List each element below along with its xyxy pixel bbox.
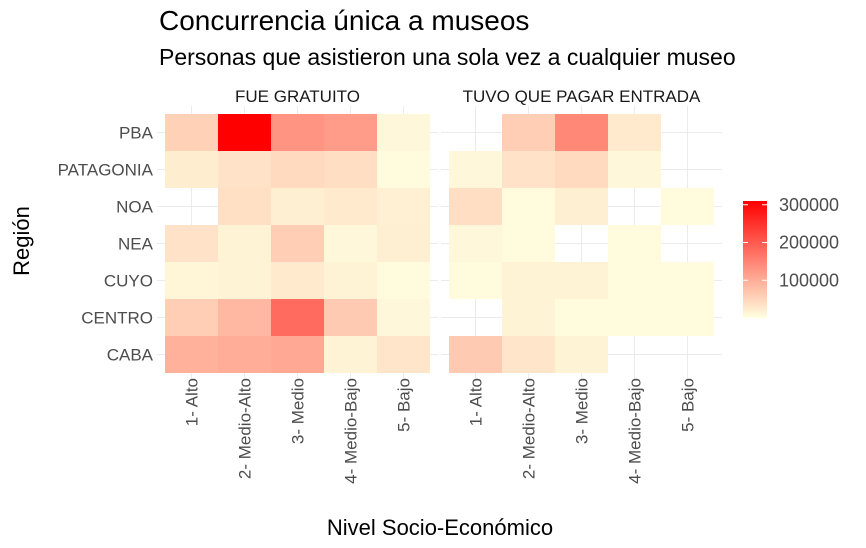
heatmap-cell: [324, 225, 377, 262]
y-tick-label: PBA: [119, 124, 154, 143]
heatmap-cell: [502, 114, 555, 151]
legend-tick-label: 200000: [779, 233, 839, 253]
heatmap-cell: [502, 262, 555, 299]
x-tick-label: 4- Medio-Bajo: [342, 378, 361, 484]
x-tick-label: 1- Alto: [467, 378, 486, 426]
heatmap-cell: [608, 114, 661, 151]
heatmap-cell: [324, 114, 377, 151]
heatmap-cell: [661, 299, 714, 336]
heatmap-cell: [661, 262, 714, 299]
y-tick-labels: PBA PATAGONIA NOA NEA CUYO CENTRO CABA: [58, 124, 154, 365]
heatmap-cell: [502, 336, 555, 373]
heatmap-cell: [324, 299, 377, 336]
y-tick-label: NEA: [118, 235, 154, 254]
heatmap-cell: [165, 336, 218, 373]
heatmap-cell: [377, 299, 430, 336]
x-tick-label: 4- Medio-Bajo: [626, 378, 645, 484]
heatmap-cell: [324, 262, 377, 299]
heatmap-cell: [324, 336, 377, 373]
heatmap-cell: [271, 151, 324, 188]
heatmap-cell: [218, 114, 271, 151]
heatmap-cell: [324, 151, 377, 188]
heatmap-cell: [271, 299, 324, 336]
heatmap-cell: [555, 262, 608, 299]
heatmap-cell: [218, 151, 271, 188]
heatmap-cell: [449, 336, 502, 373]
facet-strip-label: FUE GRATUITO: [235, 87, 360, 106]
heatmap-cell: [271, 225, 324, 262]
heatmap-cell: [555, 151, 608, 188]
y-tick-label: CUYO: [104, 272, 153, 291]
heatmap-cell: [377, 188, 430, 225]
facet-panel: FUE GRATUITO: [157, 87, 438, 381]
heatmap-cell: [377, 151, 430, 188]
heatmap-cell: [502, 225, 555, 262]
heatmap-cell: [377, 225, 430, 262]
x-tick-labels: 1- Alto 2- Medio-Alto 3- Medio 4- Medio-Baj…: [183, 378, 698, 484]
heatmap-cell: [218, 188, 271, 225]
heatmap-cell: [271, 114, 324, 151]
heatmap-cell: [608, 262, 661, 299]
heatmap-cell: [608, 151, 661, 188]
heatmap-cell: [271, 336, 324, 373]
x-tick-label: 5- Bajo: [679, 378, 698, 432]
legend-tick-label: 100000: [779, 270, 839, 290]
heatmap-cell: [449, 225, 502, 262]
heatmap-cell: [377, 114, 430, 151]
x-tick-label: 3- Medio: [289, 378, 308, 444]
heatmap-cell: [271, 262, 324, 299]
y-tick-label: PATAGONIA: [58, 161, 154, 180]
facet-panels: FUE GRATUITO TUVO QUE PAGAR ENTRADA: [157, 87, 722, 381]
heatmap-cell: [555, 299, 608, 336]
heatmap-cell: [555, 188, 608, 225]
heatmap-cell: [449, 262, 502, 299]
legend-tick-label: 300000: [779, 195, 839, 215]
x-axis-label: Nivel Socio-Económico: [327, 515, 553, 540]
heatmap-cell: [218, 299, 271, 336]
heatmap-cell: [165, 114, 218, 151]
heatmap-cell: [449, 188, 502, 225]
legend-colorbar: [743, 201, 767, 318]
heatmap-cell: [271, 188, 324, 225]
heatmap-cell: [608, 225, 661, 262]
x-tick-label: 2- Medio-Alto: [520, 378, 539, 479]
heatmap-cell: [165, 151, 218, 188]
facet-strip-label: TUVO QUE PAGAR ENTRADA: [463, 87, 701, 106]
heatmap-cell: [555, 114, 608, 151]
heatmap-cell: [218, 262, 271, 299]
heatmap-cell: [377, 262, 430, 299]
heatmap-cell: [502, 188, 555, 225]
heatmap-cell: [449, 151, 502, 188]
heatmap-cell: [502, 151, 555, 188]
heatmap-cell: [324, 188, 377, 225]
x-tick-label: 2- Medio-Alto: [236, 378, 255, 479]
heatmap-cell: [377, 336, 430, 373]
heatmap-cell: [555, 336, 608, 373]
y-tick-label: NOA: [116, 198, 154, 217]
heatmap-cell: [218, 225, 271, 262]
x-tick-label: 5- Bajo: [395, 378, 414, 432]
x-tick-label: 1- Alto: [183, 378, 202, 426]
x-tick-label: 3- Medio: [573, 378, 592, 444]
heatmap-cell: [165, 262, 218, 299]
y-axis-label: Región: [9, 206, 34, 276]
y-tick-label: CABA: [107, 346, 154, 365]
color-legend: 100000 200000 300000: [743, 195, 839, 318]
heatmap-cell: [661, 188, 714, 225]
heatmap-cell: [165, 299, 218, 336]
heatmap-cell: [218, 336, 271, 373]
y-tick-label: CENTRO: [81, 309, 153, 328]
facet-panel: TUVO QUE PAGAR ENTRADA: [441, 87, 722, 381]
heatmap-cell: [165, 225, 218, 262]
heatmap-cell: [608, 299, 661, 336]
chart-subtitle: Personas que asistieron una sola vez a c…: [159, 44, 736, 70]
chart-title: Concurrencia única a museos: [159, 5, 529, 36]
heatmap-cell: [502, 299, 555, 336]
